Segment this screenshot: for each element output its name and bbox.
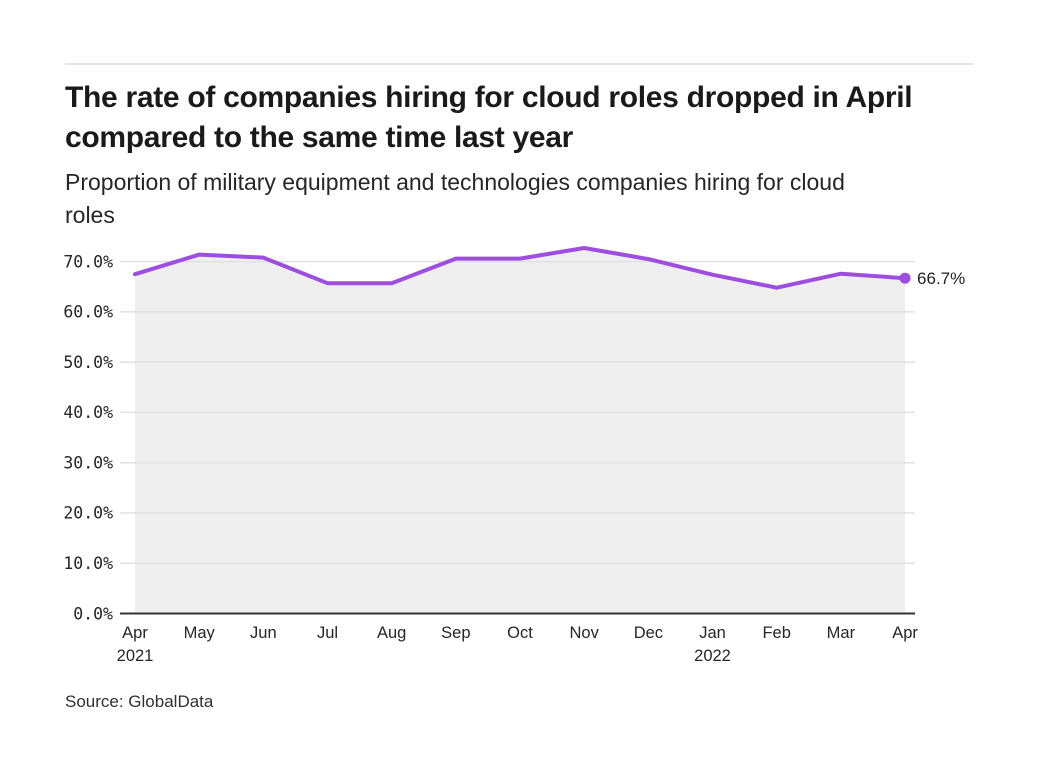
y-tick-label: 20.0% <box>63 504 113 523</box>
x-tick-label: Jul <box>317 624 338 642</box>
x-tick-label: Mar <box>827 624 856 642</box>
page-title: The rate of companies hiring for cloud r… <box>65 81 913 154</box>
year-label: 2021 <box>117 647 154 665</box>
page-subtitle: Proportion of military equipment and tec… <box>65 169 845 228</box>
x-tick-label: Aug <box>377 624 406 642</box>
x-tick-label: Sep <box>441 624 470 642</box>
x-tick-label: Jan <box>699 624 726 642</box>
x-tick-label: May <box>184 624 216 642</box>
y-tick-label: 70.0% <box>63 252 113 271</box>
end-point-dot <box>899 272 911 284</box>
y-tick-label: 60.0% <box>63 303 113 322</box>
trend-line <box>133 246 907 290</box>
x-tick-label: Dec <box>634 624 663 642</box>
x-tick-label: Nov <box>570 624 600 642</box>
x-tick-label: Jun <box>250 624 277 642</box>
y-tick-label: 30.0% <box>63 453 113 472</box>
year-label: 2022 <box>694 647 731 665</box>
y-tick-label: 0.0% <box>73 604 113 623</box>
y-tick-label: 40.0% <box>63 403 113 422</box>
y-tick-label: 50.0% <box>63 353 113 372</box>
x-tick-label: Oct <box>507 624 533 642</box>
y-tick-label: 10.0% <box>63 554 113 573</box>
x-tick-label: Feb <box>762 624 790 642</box>
end-value-label: 66.7% <box>917 269 965 288</box>
title-divider <box>65 63 973 65</box>
source-note: Source: GlobalData <box>65 692 214 711</box>
x-tick-label: Apr <box>122 624 148 642</box>
x-tick-label: Apr <box>892 624 918 642</box>
area-fill <box>135 248 905 614</box>
